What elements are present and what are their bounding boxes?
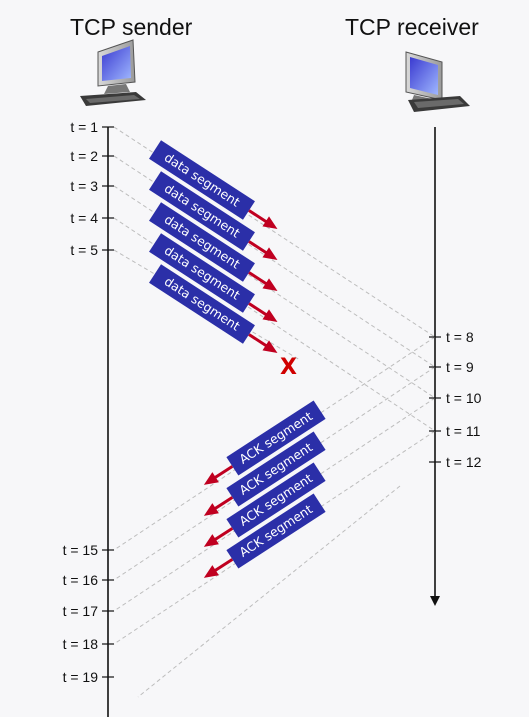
sender-computer-icon — [80, 39, 146, 106]
arrowhead-icon — [262, 278, 278, 292]
sender-time-ticks: t = 1 t = 2 t = 3 t = 4 t = 5 t = 15 t = 16 t =… — [63, 119, 114, 685]
sender-tick-label: t = 4 — [70, 210, 98, 226]
arrowhead-icon — [203, 503, 219, 516]
data-segment-box — [149, 140, 255, 220]
ack-segment-box — [226, 493, 326, 569]
loss-marker: X — [280, 355, 297, 380]
ack-segment-arrow — [213, 465, 234, 480]
receiver-time-ticks: t = 8 t = 9 t = 10 t = 11 t = 12 — [429, 329, 482, 470]
arrowhead-icon — [203, 472, 219, 485]
receiver-tick-label: t = 8 — [446, 329, 474, 345]
receiver-tick-label: t = 11 — [446, 423, 481, 439]
data-segment-arrow — [248, 333, 269, 348]
data-segment-arrow — [248, 209, 269, 224]
sender-title: TCP sender — [70, 14, 193, 40]
arrowhead-icon — [262, 309, 278, 323]
sender-tick-label: t = 3 — [70, 178, 98, 194]
ack-segment-box — [226, 431, 326, 507]
arrowhead-icon — [262, 216, 278, 230]
data-segment-box — [149, 202, 255, 282]
receiver-timeline-arrowhead — [430, 596, 440, 606]
data-segment-arrow — [248, 271, 269, 286]
ack-segment-box — [226, 400, 326, 476]
data-segment-box — [149, 171, 255, 251]
ack-segment-arrow — [213, 527, 234, 542]
data-segment-arrow — [248, 302, 269, 317]
propagation-line — [137, 485, 401, 698]
data-segment-box — [149, 264, 255, 344]
arrowhead-icon — [262, 340, 278, 354]
sender-tick-label: t = 17 — [63, 603, 99, 619]
receiver-tick-label: t = 10 — [446, 390, 482, 406]
receiver-tick-label: t = 9 — [446, 359, 474, 375]
ack-segment-arrow — [213, 496, 234, 511]
arrowhead-icon — [203, 534, 219, 547]
sender-tick-label: t = 2 — [70, 148, 98, 164]
data-segment-box — [149, 233, 255, 313]
sender-tick-label: t = 19 — [63, 669, 99, 685]
sender-tick-label: t = 15 — [63, 542, 99, 558]
sender-tick-label: t = 18 — [63, 636, 99, 652]
receiver-title: TCP receiver — [345, 14, 479, 40]
data-segment-arrow — [248, 240, 269, 255]
ack-segment-box — [226, 462, 326, 538]
arrowhead-icon — [203, 565, 219, 578]
receiver-computer-icon — [405, 51, 470, 112]
sender-tick-label: t = 5 — [70, 242, 98, 258]
receiver-tick-label: t = 12 — [446, 454, 482, 470]
ack-segment-arrow — [213, 558, 234, 573]
sender-tick-label: t = 16 — [63, 572, 99, 588]
arrowhead-icon — [262, 247, 278, 261]
sender-tick-label: t = 1 — [70, 119, 98, 135]
